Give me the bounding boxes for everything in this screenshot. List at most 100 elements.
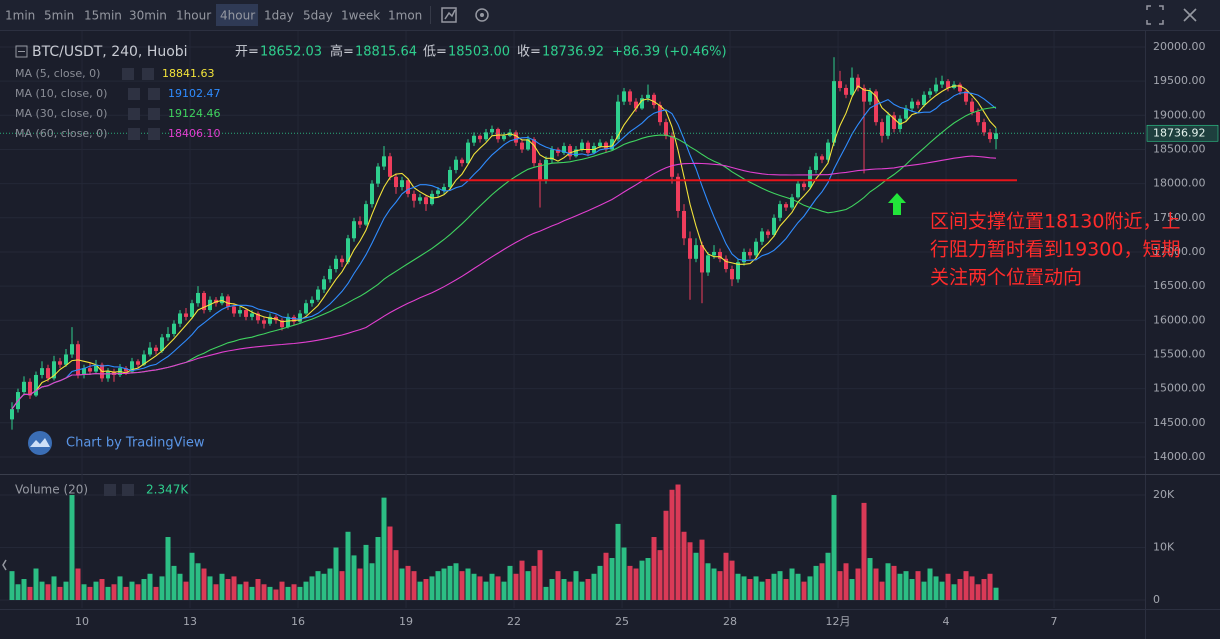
fullscreen-icon[interactable] [1146,5,1164,25]
timeframe[interactable]: 4hour [220,9,255,23]
volume-bar [363,544,369,601]
candle-body [982,122,987,133]
volume-close[interactable] [122,484,134,496]
ma-line [11,85,997,410]
ma-settings[interactable] [128,108,140,120]
candle-body [64,354,69,365]
y-tick-label: 14000.00 [1153,450,1206,463]
close-icon[interactable] [1183,8,1197,22]
candle-body [964,91,969,102]
volume-bar [915,571,921,601]
volume-bar [141,579,147,601]
ma-settings[interactable] [122,68,134,80]
candle-body [340,258,345,263]
volume-bar [315,571,321,601]
volume-bar [909,579,915,601]
volume-bar [933,576,939,601]
candle-body [52,361,57,379]
volume-bar [969,576,975,601]
timeframe[interactable]: 1min [5,9,35,23]
volume-bar [597,565,603,601]
volume-bar [885,563,891,601]
timeframe[interactable]: 1day [264,9,294,23]
volume-last: 2.347K [146,483,189,497]
volume-bar [429,576,435,601]
timeframe[interactable]: 5min [44,9,74,23]
collapse-icon[interactable] [15,45,28,58]
ma-close[interactable] [148,108,160,120]
volume-bar [381,497,387,601]
ma-close[interactable] [148,88,160,100]
volume-bar [447,565,453,601]
y-tick-label: 17500.00 [1153,211,1206,224]
candle-body [622,91,627,102]
candle-body [394,176,399,188]
candle-body [874,91,879,123]
volume-bar [489,573,495,601]
volume-bar [357,568,363,601]
settings-icon[interactable] [475,8,489,22]
ma-close[interactable] [148,128,160,140]
timeframe[interactable]: 15min [84,9,122,23]
volume-bar [441,568,447,601]
candle-body [826,142,831,160]
volume-bar [111,584,117,601]
volume-bar [45,584,51,601]
volume-bar [663,510,669,601]
candle-body [700,245,705,273]
candle-body [580,142,585,150]
candle-body [784,204,789,208]
candle-body [568,146,573,157]
timeframe[interactable]: 1week [341,9,380,23]
volume-bar [831,495,837,601]
ma-close[interactable] [142,68,154,80]
volume-bar [51,576,57,601]
candle-body [256,313,261,321]
indicator-icon[interactable] [441,7,457,23]
annotation-text: 关注两个位置动向 [930,267,1082,289]
volume-bar [717,571,723,601]
volume-settings[interactable] [104,484,116,496]
timeframe[interactable]: 1mon [388,9,422,23]
tool-icons [430,5,1197,25]
candle-body [520,142,525,150]
timeframe[interactable]: 1hour [176,9,211,23]
volume-bar [303,581,309,601]
volume-bar [237,584,243,601]
candle-body [880,122,885,136]
volume-bar [291,584,297,601]
volume-tick-label: 10K [1153,541,1175,554]
volume-bar [165,537,171,601]
ma-name: MA (30, close, 0) [15,107,107,120]
ma-settings[interactable] [128,128,140,140]
volume-bar [693,552,699,601]
volume-bar [741,576,747,601]
candle-body [448,169,453,188]
candle-body [232,306,237,314]
timeframe[interactable]: 5day [303,9,333,23]
candle-body [382,156,387,167]
ma-settings[interactable] [128,88,140,100]
candle-body [730,269,735,280]
candle-body [316,289,321,300]
volume-bar [729,560,735,601]
candle-body [346,238,351,263]
volume-bar [297,586,303,601]
candle-body [670,135,675,177]
candle-body [634,101,639,109]
volume-tick-label: 20K [1153,488,1175,501]
volume-bar [207,576,213,601]
volume-bar [435,571,441,601]
volume-bar [615,523,621,601]
scroll-left[interactable] [2,559,7,571]
ma-line [11,91,997,410]
timeframe[interactable]: 30min [129,9,167,23]
volume-bar [465,568,471,601]
volume-bar [585,579,591,601]
volume-bar [519,560,525,601]
candle-body [802,183,807,188]
volume-bar [333,547,339,601]
volume-bar [213,584,219,601]
volume-bar [621,547,627,601]
